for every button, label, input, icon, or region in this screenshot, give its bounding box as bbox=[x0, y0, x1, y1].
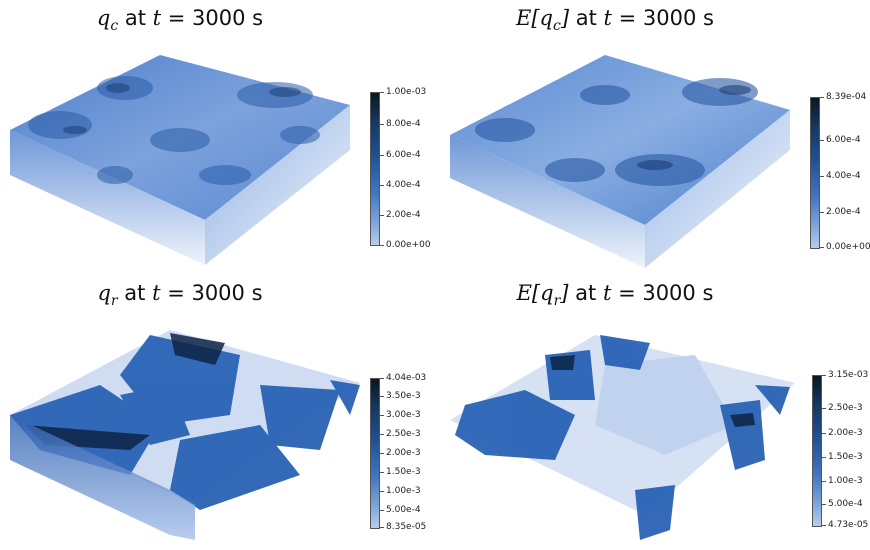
colorbar-tick-label: 8.35e-05 bbox=[386, 522, 427, 532]
colorbar-tick bbox=[379, 124, 384, 125]
colorbar-tick bbox=[379, 378, 384, 379]
colorbar-tick bbox=[379, 92, 384, 93]
colorbar-tick-label: 8.39e-04 bbox=[826, 92, 867, 102]
colorbar-tick bbox=[821, 408, 826, 409]
colorbar-tick bbox=[379, 510, 384, 511]
panel-title: qc at t = 3000 s bbox=[96, 6, 264, 35]
volume-render bbox=[450, 335, 795, 540]
colorbar-tick-label: 2.50e-3 bbox=[828, 403, 863, 413]
colorbar-tick-label: 4.00e-4 bbox=[386, 180, 421, 190]
colorbar-tick bbox=[379, 527, 384, 528]
colorbar-tick-label: 0.00e+00 bbox=[826, 242, 870, 252]
colorbar-tick-label: 2.00e-4 bbox=[826, 207, 861, 217]
colorbar-tick bbox=[379, 185, 384, 186]
volume-render bbox=[450, 55, 790, 268]
colorbar-tick-label: 1.50e-3 bbox=[386, 467, 421, 477]
colorbar-tick bbox=[821, 433, 826, 434]
volume-render bbox=[10, 330, 360, 540]
colorbar bbox=[810, 97, 820, 249]
colorbar-tick-label: 1.00e-3 bbox=[386, 486, 421, 496]
colorbar-tick-label: 2.50e-3 bbox=[386, 429, 421, 439]
colorbar-tick bbox=[821, 481, 826, 482]
colorbar-tick bbox=[821, 504, 826, 505]
volume-render bbox=[10, 55, 350, 265]
colorbar-tick bbox=[819, 97, 824, 98]
colorbar-tick-label: 2.00e-3 bbox=[828, 428, 863, 438]
colorbar-tick-label: 6.00e-4 bbox=[386, 150, 421, 160]
colorbar bbox=[370, 92, 380, 246]
panel-qc: qc at t = 3000 s bbox=[0, 0, 435, 275]
colorbar-tick bbox=[821, 375, 826, 376]
colorbar-tick-label: 3.50e-3 bbox=[386, 391, 421, 401]
panel-expected-qc: E[qc] at t = 3000 s bbox=[435, 0, 870, 275]
colorbar-tick bbox=[379, 453, 384, 454]
panel-title: qr at t = 3000 s bbox=[97, 281, 263, 310]
colorbar-tick-label: 8.00e-4 bbox=[386, 119, 421, 129]
colorbar-tick bbox=[819, 176, 824, 177]
colorbar-tick bbox=[379, 215, 384, 216]
panel-title: E[qc] at t = 3000 s bbox=[516, 6, 714, 35]
colorbar-tick-label: 5.00e-4 bbox=[386, 505, 421, 515]
colorbar-tick bbox=[379, 472, 384, 473]
colorbar-tick bbox=[379, 415, 384, 416]
panel-title: E[qr] at t = 3000 s bbox=[516, 281, 714, 310]
colorbar-tick bbox=[821, 525, 826, 526]
colorbar-tick-label: 2.00e-3 bbox=[386, 448, 421, 458]
colorbar bbox=[812, 375, 822, 527]
panel-expected-qr: E[qr] at t = 3000 s 3.15e-03 2.50e-3 2.0… bbox=[435, 275, 870, 550]
colorbar-tick-label: 0.00e+00 bbox=[386, 240, 431, 250]
colorbar-tick-label: 4.73e-05 bbox=[828, 520, 869, 530]
colorbar-tick-label: 3.00e-3 bbox=[386, 410, 421, 420]
colorbar-tick-label: 3.15e-03 bbox=[828, 370, 869, 380]
colorbar-tick bbox=[819, 247, 824, 248]
colorbar-tick bbox=[379, 396, 384, 397]
panel-qr: qr at t = 3000 s 4.04e-03 3.50e-3 3.00e-… bbox=[0, 275, 435, 550]
colorbar-tick-label: 5.00e-4 bbox=[828, 499, 863, 509]
colorbar-tick bbox=[379, 155, 384, 156]
colorbar-tick bbox=[379, 434, 384, 435]
colorbar-tick-label: 6.00e-4 bbox=[826, 135, 861, 145]
colorbar-tick bbox=[379, 491, 384, 492]
colorbar-tick-label: 4.04e-03 bbox=[386, 373, 427, 383]
colorbar-tick-label: 1.50e-3 bbox=[828, 452, 863, 462]
colorbar-tick bbox=[379, 245, 384, 246]
colorbar-tick-label: 1.00e-3 bbox=[828, 476, 863, 486]
colorbar-tick-label: 2.00e-4 bbox=[386, 210, 421, 220]
colorbar-tick-label: 4.00e-4 bbox=[826, 171, 861, 181]
colorbar-tick bbox=[819, 212, 824, 213]
colorbar-tick bbox=[819, 140, 824, 141]
colorbar-tick bbox=[821, 457, 826, 458]
colorbar-tick-label: 1.00e-03 bbox=[386, 87, 427, 97]
